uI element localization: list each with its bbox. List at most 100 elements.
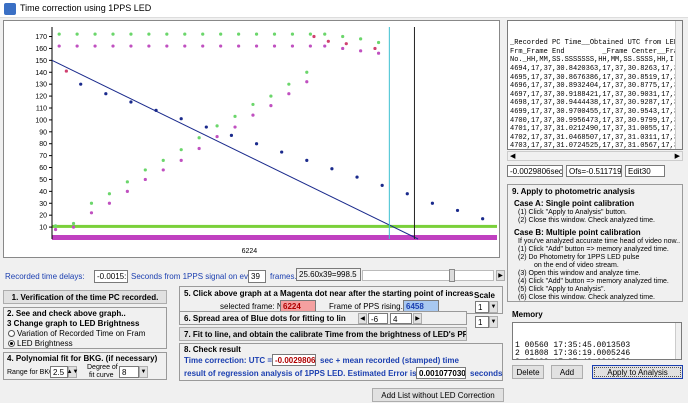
data-point bbox=[254, 32, 259, 36]
plot-svg[interactable]: 10 20 30 40 50 60 70 80 90 100 110 120 130 140 150 160 1… bbox=[4, 21, 501, 259]
edit30-field[interactable]: Edit30 bbox=[625, 165, 665, 177]
selected-frame-label: selected frame: No. bbox=[220, 302, 290, 311]
data-point bbox=[129, 32, 133, 36]
time-list-row[interactable]: 4702,17,37,31.0468507,17,37,31.0311,17,3… bbox=[510, 133, 682, 142]
step6-left-arrow[interactable]: ◀ bbox=[358, 313, 367, 324]
step3-label: 3 Change graph to LED Brightness bbox=[7, 319, 140, 328]
frames-field[interactable]: 39 bbox=[248, 270, 266, 283]
data-point bbox=[355, 175, 359, 179]
magenta-baseline-band bbox=[52, 235, 497, 240]
time-list-hscrollbar[interactable]: ◀ ▶ bbox=[507, 151, 683, 161]
time-list[interactable]: _Recorded PC Time__Obtained UTC from LED… bbox=[507, 20, 683, 150]
degree-select[interactable]: 8 bbox=[119, 366, 139, 378]
scale-field-1[interactable]: 1 bbox=[475, 301, 489, 313]
hscroll-left-icon[interactable]: ◀ bbox=[510, 153, 516, 160]
brightness-plot[interactable]: 10 20 30 40 50 60 70 80 90 100 110 120 130 140 150 160 1… bbox=[3, 20, 500, 258]
slider-thumb[interactable] bbox=[449, 269, 455, 282]
time-list-row[interactable]: 4694,17,37,30.8420363,17,37,30.8263,17,3… bbox=[510, 64, 682, 73]
pps-frame-label: Frame of PPS rising.: No. bbox=[329, 302, 420, 311]
data-point bbox=[104, 92, 108, 96]
data-point bbox=[71, 225, 76, 229]
time-list-row[interactable]: 4696,17,37,30.8932404,17,37,30.8775,17,3… bbox=[510, 82, 682, 91]
data-point bbox=[201, 32, 205, 36]
data-point bbox=[183, 32, 187, 36]
data-point bbox=[215, 124, 219, 128]
y-tick-label: 20 bbox=[39, 213, 47, 220]
add-list-button[interactable]: Add List without LED Correction bbox=[372, 388, 504, 402]
data-point bbox=[287, 82, 291, 86]
data-point bbox=[219, 44, 223, 48]
radio-variation-indicator[interactable] bbox=[8, 330, 15, 338]
time-list-lines: _Recorded PC Time__Obtained UTC from LED… bbox=[510, 39, 683, 150]
data-point bbox=[197, 136, 201, 140]
time-list-row[interactable]: _Recorded PC Time__Obtained UTC from LED… bbox=[510, 39, 683, 48]
verify-time-button[interactable]: 1. Verification of the time PC recorded. bbox=[3, 290, 167, 304]
hscroll-right-icon[interactable]: ▶ bbox=[674, 153, 680, 160]
slider-right-arrow[interactable]: ▶ bbox=[496, 270, 505, 281]
case-a-step1: (1) Click "Apply to Analysis" button. bbox=[518, 209, 627, 216]
memory-scrollbar[interactable] bbox=[675, 323, 681, 359]
step6-value-field[interactable]: -6 bbox=[368, 313, 388, 324]
green-baseline-band bbox=[52, 224, 497, 228]
estimated-error-field[interactable]: 0.001077030 bbox=[416, 367, 466, 379]
memory-list[interactable]: 1 00560 17:35:45.0013503 2 01808 17:36:19… bbox=[512, 322, 682, 360]
data-point bbox=[341, 34, 345, 39]
time-list-row[interactable]: 4701,17,37,31.0212490,17,37,31.0055,17,3… bbox=[510, 125, 682, 134]
result-sec-field[interactable]: -0.0029806sec bbox=[507, 165, 563, 177]
degree-label-2: fit curve bbox=[89, 372, 114, 379]
step6-value-field-2[interactable]: 4 bbox=[390, 313, 412, 324]
time-list-row[interactable]: 4695,17,37,30.8676386,17,37,30.8519,17,3… bbox=[510, 73, 682, 82]
data-point bbox=[280, 150, 284, 154]
data-point bbox=[64, 69, 68, 73]
data-point bbox=[376, 51, 381, 55]
add-button[interactable]: Add bbox=[551, 365, 583, 379]
data-point bbox=[290, 32, 295, 36]
time-correction-field[interactable]: -0.0029806 bbox=[272, 354, 316, 366]
radio-led-indicator[interactable] bbox=[8, 340, 15, 348]
time-list-row[interactable]: No._HH,MM,SS.SSSSSSS,HH,MM,SS.SSSS,HH,I bbox=[510, 56, 674, 65]
time-list-row[interactable]: 4698,17,37,30.9444438,17,37,30.9287,17,3… bbox=[510, 99, 682, 108]
time-list-row[interactable]: 4700,17,37,30.9956473,17,37,30.9799,17,3… bbox=[510, 116, 682, 125]
time-list-row[interactable]: 4697,17,37,30.9188421,17,37,30.9031,17,3… bbox=[510, 90, 682, 99]
data-point bbox=[75, 32, 79, 36]
case-b-step1: (1) Click "Add" button => memory analyze… bbox=[518, 246, 669, 253]
data-point bbox=[179, 148, 183, 152]
fit-line-button[interactable]: 7. Fit to line, and obtain the calibrate… bbox=[179, 327, 467, 341]
apply-to-analysis-button[interactable]: Apply to Analysis bbox=[592, 365, 683, 379]
scale-dropdown-icon-2[interactable]: ▼ bbox=[489, 316, 498, 328]
time-list-scrollbar[interactable] bbox=[675, 21, 682, 149]
offset-field[interactable]: Ofs=-0.5117193 bbox=[566, 165, 622, 177]
case-a-title: Case A: Single point calibration bbox=[514, 199, 635, 208]
delays-value-field[interactable]: -0.0015: bbox=[94, 270, 128, 283]
radio-led-brightness[interactable]: LED Brightness bbox=[8, 339, 73, 348]
step6-right-arrow[interactable]: ▶ bbox=[413, 313, 422, 324]
data-point bbox=[341, 46, 345, 51]
data-point bbox=[344, 42, 348, 46]
time-list-row[interactable]: 4703,17,37,31.0724525,17,37,31.0567,17,3… bbox=[510, 142, 682, 150]
memory-list-lines: 1 00560 17:35:45.0013503 2 01808 17:36:19… bbox=[515, 340, 679, 359]
y-tick-label: 110 bbox=[36, 105, 47, 112]
range-spinner[interactable]: ▲▼ bbox=[67, 366, 78, 378]
memory-row[interactable]: 1 00560 17:35:45.0013503 bbox=[515, 340, 631, 350]
data-point bbox=[269, 94, 273, 98]
data-point bbox=[251, 113, 255, 117]
data-point bbox=[237, 44, 241, 48]
x-center-label: 6224 bbox=[242, 248, 258, 255]
degree-dropdown-icon[interactable]: ▼ bbox=[139, 366, 148, 378]
scale-field-2[interactable]: 1 bbox=[475, 316, 489, 328]
data-point bbox=[183, 44, 187, 48]
time-list-row[interactable]: 4699,17,37,30.9700455,17,37,30.9543,17,3… bbox=[510, 107, 682, 116]
radio-led-label: LED Brightness bbox=[17, 339, 73, 348]
radio-variation[interactable]: Variation of Recorded Time on Fram bbox=[8, 329, 145, 338]
memory-row[interactable]: 2 01808 17:36:19.0005246 bbox=[515, 349, 631, 359]
frame-slider[interactable] bbox=[362, 269, 494, 282]
memory-row[interactable]: 3 05130 17:37:42.0013259 bbox=[515, 358, 630, 359]
data-point bbox=[179, 117, 183, 121]
data-point bbox=[75, 44, 79, 48]
delete-button[interactable]: Delete bbox=[512, 365, 544, 379]
time-list-row[interactable]: Frm_Frame End _Frame Center__Frame End bbox=[510, 47, 683, 56]
scale-dropdown-icon-1[interactable]: ▼ bbox=[489, 301, 498, 313]
step6-label: 6. Spread area of Blue dots for fitting … bbox=[184, 314, 346, 323]
data-point bbox=[57, 44, 61, 48]
range-field[interactable]: 2.5 bbox=[50, 366, 68, 378]
